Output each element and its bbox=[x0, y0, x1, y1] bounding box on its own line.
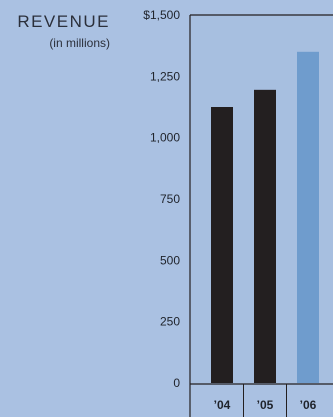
x-tick-label: ’04 bbox=[214, 398, 231, 412]
x-axis-ticks: ’04 ’05 ’06 bbox=[214, 398, 317, 412]
y-axis-ticks: 0 250 500 750 1,000 1,250 $1,500 bbox=[143, 8, 180, 390]
chart-subtitle: (in millions) bbox=[49, 36, 110, 50]
bar bbox=[297, 51, 319, 384]
x-tick-label: ’05 bbox=[257, 398, 274, 412]
bar bbox=[211, 107, 233, 383]
y-tick-label: $1,500 bbox=[143, 8, 180, 22]
bar-series bbox=[211, 51, 319, 384]
plot-frame bbox=[189, 14, 333, 417]
y-tick-label: 750 bbox=[160, 192, 180, 206]
y-tick-label: 1,000 bbox=[150, 131, 180, 145]
y-tick-label: 250 bbox=[160, 315, 180, 329]
x-tick-label: ’06 bbox=[300, 398, 317, 412]
y-tick-label: 500 bbox=[160, 253, 180, 267]
chart-title: REVENUE bbox=[17, 12, 110, 31]
y-tick-label: 0 bbox=[173, 376, 180, 390]
bar bbox=[254, 89, 276, 384]
y-tick-label: 1,250 bbox=[150, 69, 180, 83]
